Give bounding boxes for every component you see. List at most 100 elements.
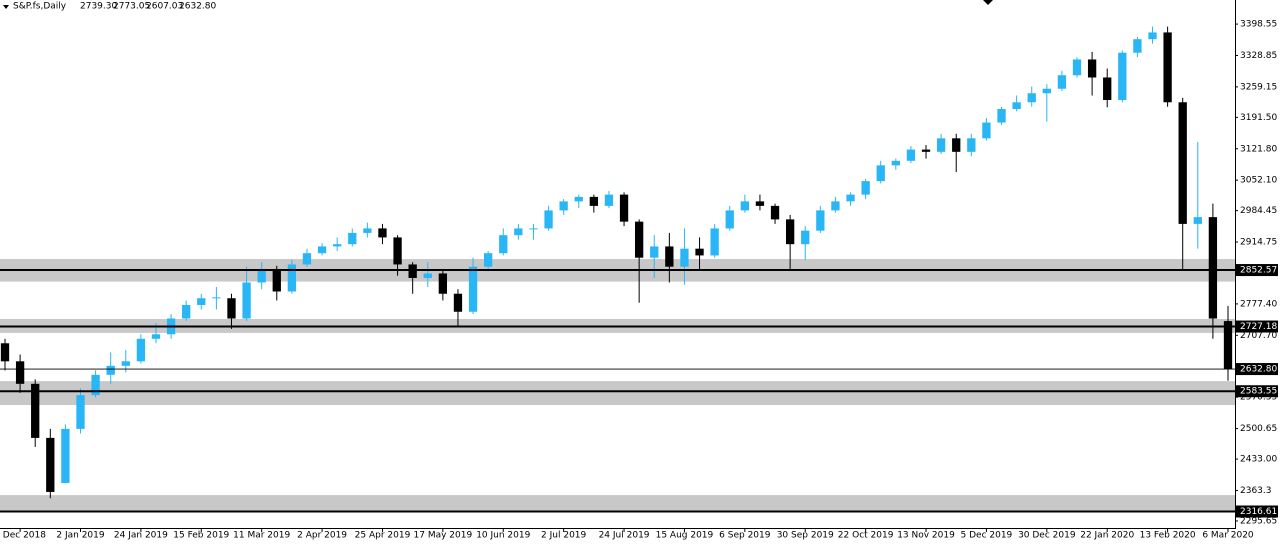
candle-body [317,246,327,254]
candle-body [363,228,372,233]
candle-body [212,297,221,299]
candle-body [846,194,855,202]
level-label-bg [1236,264,1278,277]
candle-body [1012,102,1021,110]
header-value: 2607.03 [146,2,183,12]
candle-body [876,165,885,182]
x-tick-label: 15 Aug 2019 [656,531,714,541]
candle-body [0,343,10,362]
candle-body [468,266,478,312]
candle-body [1087,59,1097,78]
x-tick-label: 15 Feb 2019 [173,531,229,541]
candle-body [574,196,583,202]
candle-body [1042,88,1051,94]
candle-body [589,196,599,206]
x-tick-label: 22 Jan 2020 [1080,531,1134,541]
level-label-bg [1236,320,1278,333]
candle-body [544,210,553,229]
x-tick-label: 17 May 2019 [414,531,473,541]
candle-body [785,219,795,245]
x-tick-label: 7 Dec 2018 [0,531,46,541]
candle-body [151,334,161,339]
candle-body [650,246,659,258]
level-label-bg [1236,385,1278,398]
candle-body [197,298,206,305]
header-value: 2773.05 [113,2,150,12]
candle-body [121,361,130,366]
candle-body [559,201,568,211]
candle-body [1072,59,1082,76]
x-tick-label: 13 Feb 2020 [1140,531,1196,541]
candle-body [182,304,191,319]
level-label: 2316.61 [1240,507,1277,517]
x-tick-label: 30 Sep 2019 [777,531,834,541]
level-label: 2727.18 [1240,322,1277,332]
candle-body [1057,75,1067,89]
candle-body [1148,32,1157,40]
candle-body [31,383,40,438]
candle-body [982,122,991,139]
candle-body [15,361,25,384]
candle-body [46,437,55,492]
level-label: 2583.55 [1240,387,1277,397]
level-label-bg [1236,505,1278,518]
x-tick-label: 10 Jun 2019 [476,531,530,541]
candle-body [484,253,493,267]
candle-body [1027,93,1036,103]
candle-body [106,365,115,375]
candle-body [438,273,448,294]
candle-body [952,138,961,152]
candle-body [725,210,734,229]
candle-body [287,264,297,292]
candle-body [831,201,840,211]
candle-body [1193,217,1202,224]
candle-body [604,194,614,206]
candle-body [680,248,689,267]
x-tick-label: 24 Jan 2019 [114,531,168,541]
price-label-bg [1236,363,1278,376]
candle-body [1163,32,1172,103]
candle-body [770,205,780,220]
header-value: 2739.30 [80,2,117,12]
y-tick-label: 2984.45 [1240,206,1277,216]
candle-body [967,138,976,152]
candle-body [755,201,765,206]
candle-body [514,228,523,236]
x-tick-label: 22 Oct 2019 [838,531,894,541]
candle-body [936,138,946,152]
candle-body [302,253,312,265]
candle-body [801,230,810,245]
y-tick-label: 2295.65 [1240,516,1277,526]
y-tick-label: 3259.15 [1240,82,1277,92]
symbol: S&P.fs,Daily [13,2,67,12]
menu-arrow[interactable] [3,5,9,9]
candle-body [91,374,100,396]
candle-body [348,232,357,245]
zone [0,381,1235,406]
y-tick-label: 2433.00 [1240,455,1277,465]
candle-body [529,228,538,230]
price-label: 2632.80 [1240,365,1277,375]
candle-body [1103,77,1112,101]
candle-body [136,338,146,362]
y-tick-label: 3398.55 [1240,20,1277,30]
x-tick-label: 11 Mar 2019 [233,531,290,541]
candle-body [423,273,432,278]
candle-body [227,298,236,319]
candle-body [816,210,825,231]
candle-body [1208,217,1218,319]
x-tick-label: 2 Apr 2019 [297,531,347,541]
y-tick-label: 2707.70 [1240,331,1277,341]
candle-body [257,268,266,283]
candle-body [76,395,85,429]
candle-body [393,237,402,265]
y-tick-label: 2914.75 [1240,238,1277,248]
candle-body [272,268,281,292]
candle-body [891,160,900,166]
candle-body [665,246,674,267]
one-click-arrow[interactable] [983,0,993,5]
y-tick-label: 2363.3 [1240,486,1272,496]
header-value: 2632.80 [179,2,216,12]
x-tick-label: 6 Sep 2019 [719,531,771,541]
candle-body [333,244,342,247]
